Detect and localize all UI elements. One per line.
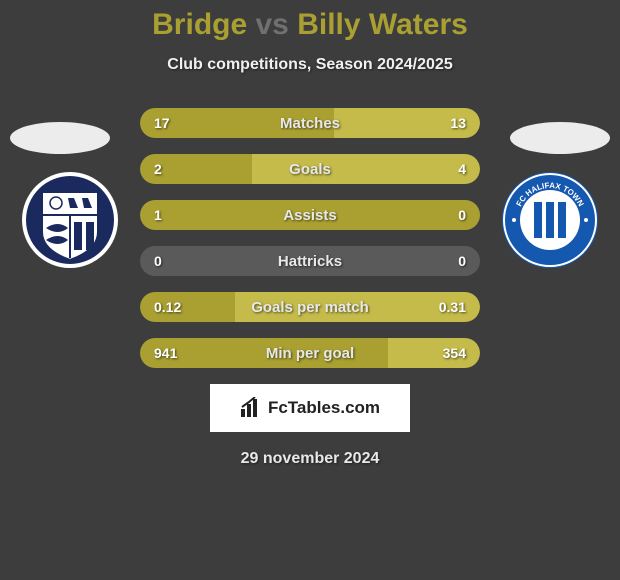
stat-value-right: 0 xyxy=(420,253,480,269)
stat-value-left: 2 xyxy=(140,161,200,177)
player2-name: Billy Waters xyxy=(297,8,468,41)
stat-row: 0.12Goals per match0.31 xyxy=(140,292,480,322)
stat-value-left: 1 xyxy=(140,207,200,223)
fctables-logo[interactable]: FcTables.com xyxy=(210,384,410,432)
stat-value-left: 0.12 xyxy=(140,299,200,315)
player1-shadow xyxy=(10,122,110,154)
stat-value-right: 0.31 xyxy=(420,299,480,315)
stat-label: Goals xyxy=(200,161,420,178)
stats-container: 17Matches132Goals41Assists00Hattricks00.… xyxy=(140,108,480,368)
stat-label: Min per goal xyxy=(200,345,420,362)
comparison-title: Bridge vs Billy Waters xyxy=(0,0,620,42)
brand-text: FcTables.com xyxy=(268,398,380,418)
stat-row: 0Hattricks0 xyxy=(140,246,480,276)
player2-shadow xyxy=(510,122,610,154)
stat-label: Hattricks xyxy=(200,253,420,270)
stat-row: 941Min per goal354 xyxy=(140,338,480,368)
player1-name: Bridge xyxy=(152,8,247,41)
stat-row: 1Assists0 xyxy=(140,200,480,230)
stat-row: 17Matches13 xyxy=(140,108,480,138)
southend-united-badge xyxy=(20,170,120,275)
halifax-town-badge: FC HALIFAX TOWN THE SHAYMEN xyxy=(500,170,600,275)
stat-value-left: 0 xyxy=(140,253,200,269)
stat-label: Goals per match xyxy=(200,299,420,316)
stat-row: 2Goals4 xyxy=(140,154,480,184)
date-text: 29 november 2024 xyxy=(0,450,620,468)
stat-value-left: 941 xyxy=(140,345,200,361)
stat-value-right: 354 xyxy=(420,345,480,361)
stat-value-right: 13 xyxy=(420,115,480,131)
vs-text: vs xyxy=(256,8,289,41)
subtitle: Club competitions, Season 2024/2025 xyxy=(0,56,620,74)
stat-value-left: 17 xyxy=(140,115,200,131)
chart-icon xyxy=(240,397,262,419)
stat-value-right: 4 xyxy=(420,161,480,177)
stat-label: Assists xyxy=(200,207,420,224)
stat-value-right: 0 xyxy=(420,207,480,223)
stat-label: Matches xyxy=(200,115,420,132)
